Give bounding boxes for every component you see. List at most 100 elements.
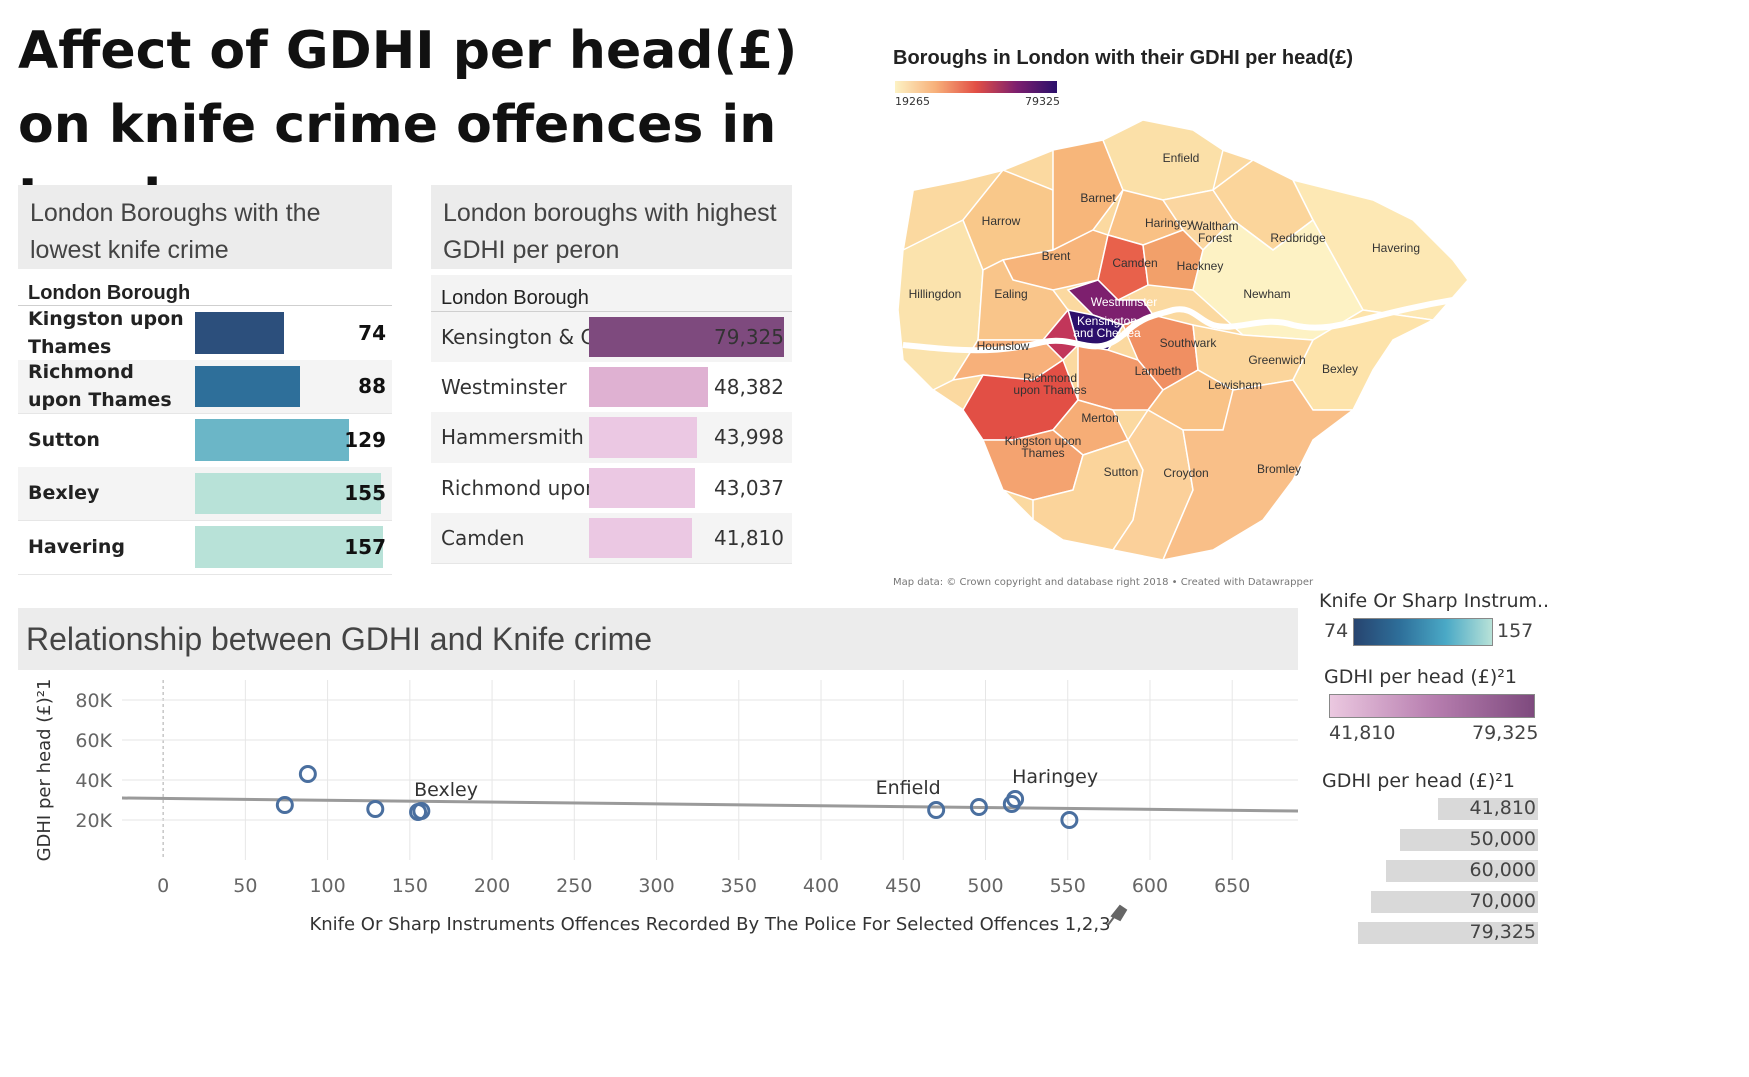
- pin-icon: [1107, 904, 1128, 926]
- size-legend-bar: [1400, 829, 1538, 851]
- knife-crime-bar: [195, 365, 301, 407]
- map-title: Boroughs in London with their GDHI per h…: [893, 47, 1353, 69]
- x-tick-label: 650: [1214, 875, 1250, 897]
- thames-river: [902, 297, 1454, 354]
- table-row: Havering 157: [18, 520, 392, 575]
- y-axis-title: GDHI per head (£)²1: [34, 679, 55, 862]
- x-tick-label: 450: [885, 875, 921, 897]
- scatter-point: [298, 765, 317, 783]
- gdhi-color-legend-gradient: [1329, 694, 1535, 718]
- table-row: Bexley 155: [18, 466, 392, 521]
- borough-label: Bexley: [28, 482, 100, 505]
- knife-crime-bar: [195, 526, 383, 568]
- table-row: Hammersmith .. 43,998: [431, 412, 792, 464]
- gdhi-bar: [589, 517, 692, 558]
- point-annotation: Haringey: [1012, 766, 1098, 788]
- table-row: Kingston upon Thames 74: [18, 306, 392, 361]
- map-color-scale: [895, 81, 1057, 93]
- knife-crime-value: 155: [344, 481, 386, 506]
- gdhi-size-legend: 41,810 50,000 60,000 70,000 79,325: [1320, 795, 1540, 955]
- divider: [18, 305, 392, 306]
- x-axis-title: Knife Or Sharp Instruments Offences Reco…: [309, 914, 1110, 935]
- size-legend-label: 41,810: [1469, 797, 1536, 819]
- x-tick-label: 550: [1050, 875, 1086, 897]
- knife-crime-bar: [195, 472, 381, 514]
- size-legend-label: 70,000: [1469, 890, 1536, 912]
- gdhi-bar: [589, 417, 698, 458]
- borough-label: Richmond upon..: [441, 475, 611, 500]
- highest-column-header: London Borough: [441, 287, 589, 309]
- gdhi-color-legend-max: 79,325: [1472, 722, 1539, 744]
- scatter-header: Relationship between GDHI and Knife crim…: [18, 608, 1298, 670]
- gdhi-bar: [589, 467, 695, 508]
- map-borough-label: Newham: [1243, 287, 1291, 301]
- highest-bar-table: Kensington & C.. 79,325 Westminster 48,382 H…: [431, 312, 792, 564]
- table-row: Westminster 48,382: [431, 362, 792, 414]
- gdhi-color-legend-title: GDHI per head (£)²1: [1324, 666, 1517, 688]
- scatter-point: [412, 802, 431, 820]
- map-borough-label: Hounslow: [976, 339, 1030, 353]
- map-borough-label: Greenwich: [1248, 353, 1306, 367]
- knife-crime-bar: [195, 312, 284, 354]
- scatter-point: [366, 800, 385, 818]
- map-borough-label: Hackney: [1176, 259, 1224, 273]
- x-tick-label: 50: [233, 875, 257, 897]
- map-borough-label: Barnet: [1080, 191, 1116, 205]
- size-legend-bar: [1371, 891, 1538, 913]
- map-borough-label: Richmond upon Thames: [1013, 371, 1087, 397]
- gdhi-value: 43,037: [714, 475, 784, 500]
- borough-label: Kensington & C..: [441, 325, 608, 350]
- knife-legend-title: Knife Or Sharp Instrum..: [1319, 590, 1550, 612]
- size-legend-bar: [1386, 860, 1538, 882]
- x-tick-label: 500: [967, 875, 1003, 897]
- knife-crime-bar: [195, 419, 350, 461]
- borough-label: Hammersmith ..: [441, 425, 603, 450]
- map-borough-label: Kingston upon Thames: [1004, 434, 1082, 460]
- london-borough-map: [896, 118, 1470, 562]
- y-tick-label: 20K: [75, 810, 112, 832]
- divider: [431, 311, 792, 312]
- map-borough-label: Bromley: [1256, 462, 1301, 476]
- map-borough-label: Lewisham: [1207, 378, 1263, 392]
- map-borough-label: Harrow: [981, 214, 1021, 228]
- map-borough-label: Sutton: [1103, 465, 1139, 479]
- table-row: Camden 41,810: [431, 512, 792, 564]
- lowest-column-header: London Borough: [28, 282, 191, 304]
- knife-legend-min: 74: [1324, 620, 1349, 642]
- map-credit: Map data: © Crown copyright and database…: [893, 577, 1314, 588]
- map-borough-label: Croydon: [1163, 466, 1209, 480]
- highest-column-header-band: [431, 275, 792, 311]
- map-borough-label: Waltham Forest: [1191, 219, 1239, 245]
- map-borough-label: Lambeth: [1134, 364, 1182, 378]
- gdhi-color-legend-min: 41,810: [1329, 722, 1396, 744]
- map-borough-label: Enfield: [1162, 151, 1200, 165]
- map-borough-label: Brent: [1041, 249, 1071, 263]
- borough-label: Kingston upon Thames: [28, 307, 184, 358]
- borough-label: Havering: [28, 535, 126, 558]
- y-tick-label: 60K: [75, 730, 112, 752]
- x-tick-label: 400: [803, 875, 839, 897]
- knife-legend-gradient: [1353, 618, 1493, 646]
- map-borough-label: Bexley: [1321, 362, 1359, 376]
- table-row: Richmond upon Thames 88: [18, 359, 392, 414]
- map-borough-label: Westminster: [1090, 295, 1158, 309]
- point-annotation: Bexley: [414, 779, 478, 801]
- knife-crime-value: 157: [344, 534, 386, 559]
- x-tick-label: 200: [474, 875, 510, 897]
- map-borough-label: Merton: [1081, 411, 1119, 425]
- trend-line: [121, 796, 1299, 813]
- x-tick-label: 300: [638, 875, 674, 897]
- x-tick-label: 150: [392, 875, 428, 897]
- scatter-plot: 0 50 100 150 200 250 300 350 400 450 500 550 600 650 2…: [34, 679, 1299, 935]
- gdhi-bar: [589, 317, 784, 358]
- map-labels: Enfield Barnet Harrow Haringey Waltham Fores…: [893, 110, 1473, 570]
- gdhi-size-legend-title: GDHI per head (£)²1: [1322, 770, 1515, 792]
- map-scale-max: 79325: [1025, 95, 1060, 108]
- lowest-knife-crime-header: London Boroughs with the lowest knife cr…: [18, 185, 392, 269]
- borough-label: Westminster: [441, 375, 567, 400]
- map-borough-label: Havering: [1371, 241, 1421, 255]
- point-annotation: Enfield: [876, 777, 941, 799]
- y-tick-label: 40K: [75, 770, 112, 792]
- map-borough-label: Kensington and Chelsea: [1073, 314, 1141, 340]
- table-row: Kensington & C.. 79,325: [431, 312, 792, 364]
